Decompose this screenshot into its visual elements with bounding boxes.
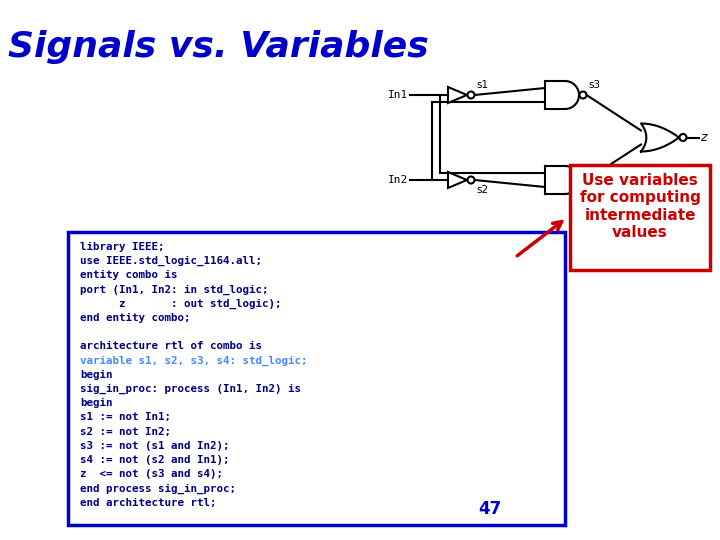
Text: variable s1, s2, s3, s4: std_logic;: variable s1, s2, s3, s4: std_logic; bbox=[80, 356, 307, 366]
Text: z: z bbox=[701, 131, 707, 144]
FancyBboxPatch shape bbox=[68, 232, 565, 525]
Circle shape bbox=[580, 91, 587, 98]
Text: end entity combo;: end entity combo; bbox=[80, 313, 191, 323]
Text: s2: s2 bbox=[477, 185, 489, 195]
Text: begin: begin bbox=[80, 398, 112, 408]
Text: s4 := not (s2 and In1);: s4 := not (s2 and In1); bbox=[80, 455, 230, 465]
Text: port (In1, In2: in std_logic;: port (In1, In2: in std_logic; bbox=[80, 285, 269, 295]
Circle shape bbox=[680, 134, 686, 141]
Text: use IEEE.std_logic_1164.all;: use IEEE.std_logic_1164.all; bbox=[80, 256, 262, 266]
Polygon shape bbox=[448, 172, 467, 188]
Text: z  <= not (s3 and s4);: z <= not (s3 and s4); bbox=[80, 469, 223, 479]
Polygon shape bbox=[448, 87, 467, 103]
Text: 47: 47 bbox=[478, 500, 502, 518]
Text: s3: s3 bbox=[588, 80, 600, 90]
Text: library IEEE;: library IEEE; bbox=[80, 242, 164, 252]
Text: s3 := not (s1 and In2);: s3 := not (s1 and In2); bbox=[80, 441, 230, 451]
Text: In1: In1 bbox=[388, 90, 408, 100]
Text: z       : out std_logic);: z : out std_logic); bbox=[80, 299, 282, 309]
Text: Signals vs. Variables: Signals vs. Variables bbox=[8, 30, 428, 64]
Text: s1 := not In1;: s1 := not In1; bbox=[80, 413, 171, 422]
Polygon shape bbox=[545, 166, 579, 194]
Text: sig_in_proc: process (In1, In2) is: sig_in_proc: process (In1, In2) is bbox=[80, 384, 301, 394]
Circle shape bbox=[580, 177, 587, 184]
Text: s4: s4 bbox=[588, 185, 600, 195]
Text: entity combo is: entity combo is bbox=[80, 271, 178, 280]
Polygon shape bbox=[641, 124, 679, 152]
Text: s1: s1 bbox=[477, 80, 489, 90]
Text: Use variables
for computing
intermediate
values: Use variables for computing intermediate… bbox=[580, 173, 701, 240]
Polygon shape bbox=[545, 81, 579, 109]
Circle shape bbox=[467, 177, 474, 184]
Text: begin: begin bbox=[80, 370, 112, 380]
Text: architecture rtl of combo is: architecture rtl of combo is bbox=[80, 341, 262, 352]
FancyBboxPatch shape bbox=[570, 165, 710, 270]
Circle shape bbox=[467, 91, 474, 98]
Text: end process sig_in_proc;: end process sig_in_proc; bbox=[80, 483, 236, 494]
Text: In2: In2 bbox=[388, 175, 408, 185]
Text: end architecture rtl;: end architecture rtl; bbox=[80, 497, 217, 508]
Text: s2 := not In2;: s2 := not In2; bbox=[80, 427, 171, 437]
